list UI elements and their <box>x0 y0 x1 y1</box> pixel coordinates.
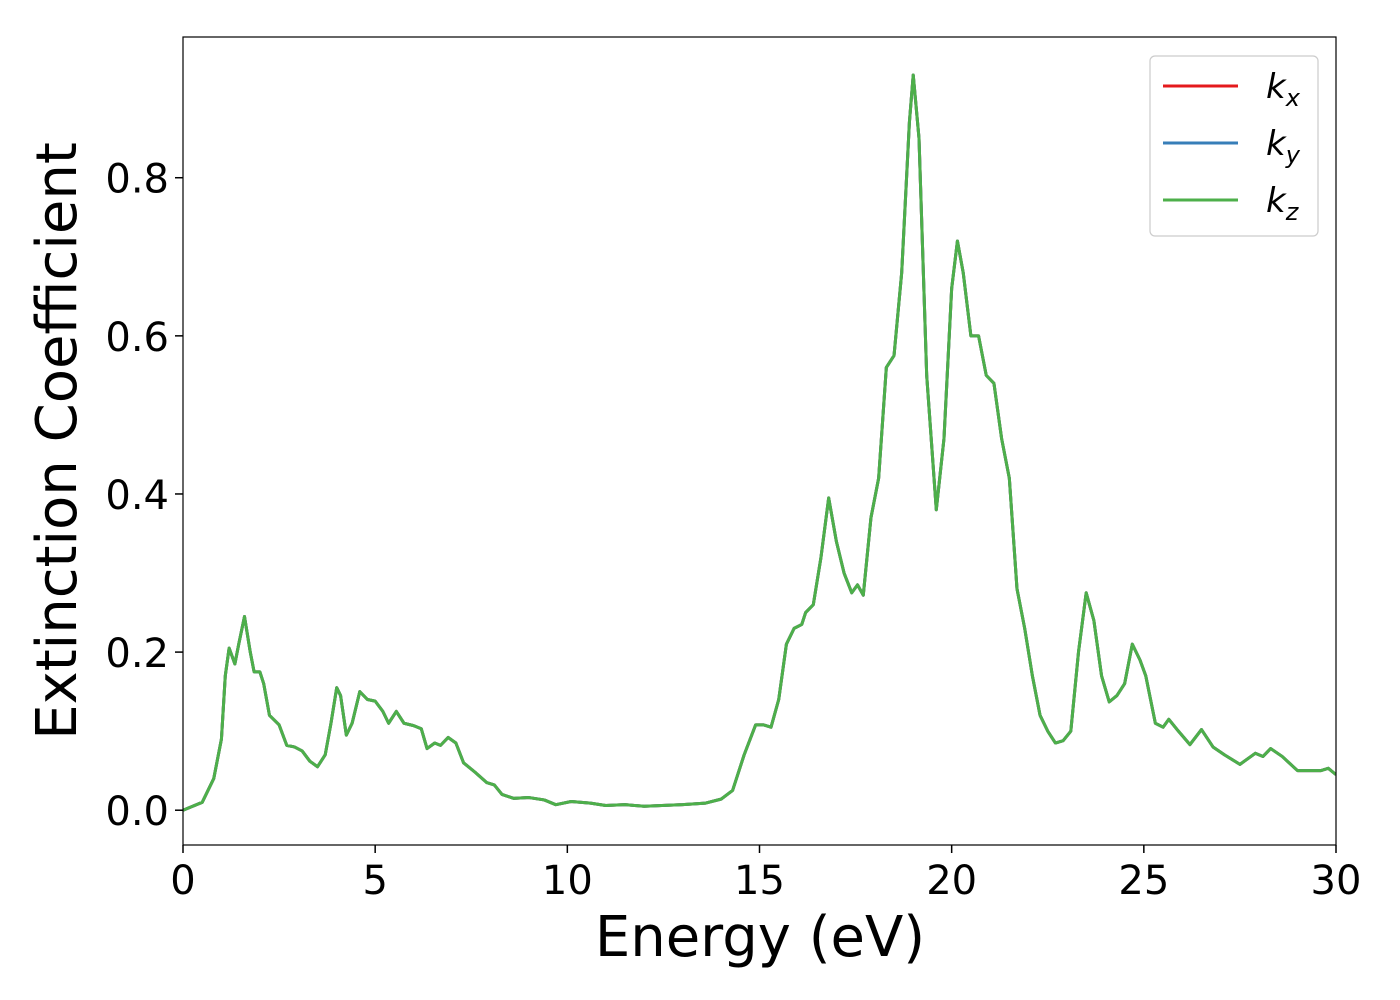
plot-frame <box>182 36 1337 846</box>
y-axis-label: Extinction Coefficient <box>25 142 90 740</box>
x-axis-label: Energy (eV) <box>595 905 925 970</box>
legend-box <box>1149 55 1319 237</box>
y-tick-label: 0.8 <box>105 157 169 203</box>
y-tick-label: 0.4 <box>105 473 169 519</box>
x-tick-label: 25 <box>1118 858 1169 904</box>
x-tick-label: 30 <box>1311 858 1362 904</box>
y-tick-label: 0.0 <box>105 789 169 835</box>
x-tick-label: 0 <box>170 858 195 904</box>
legend-label: kx <box>1266 67 1301 112</box>
x-tick-label: 20 <box>926 858 977 904</box>
y-tick-label: 0.6 <box>105 315 169 361</box>
legend-label: kz <box>1266 181 1300 226</box>
x-tick-label: 5 <box>362 858 387 904</box>
x-tick-label: 15 <box>734 858 785 904</box>
plot-area <box>183 73 1336 812</box>
legend-label: ky <box>1266 124 1301 169</box>
series-line <box>183 73 1336 812</box>
x-tick-label: 10 <box>542 858 593 904</box>
y-tick-label: 0.2 <box>105 631 169 677</box>
legend: kx ky kz <box>1149 55 1319 237</box>
